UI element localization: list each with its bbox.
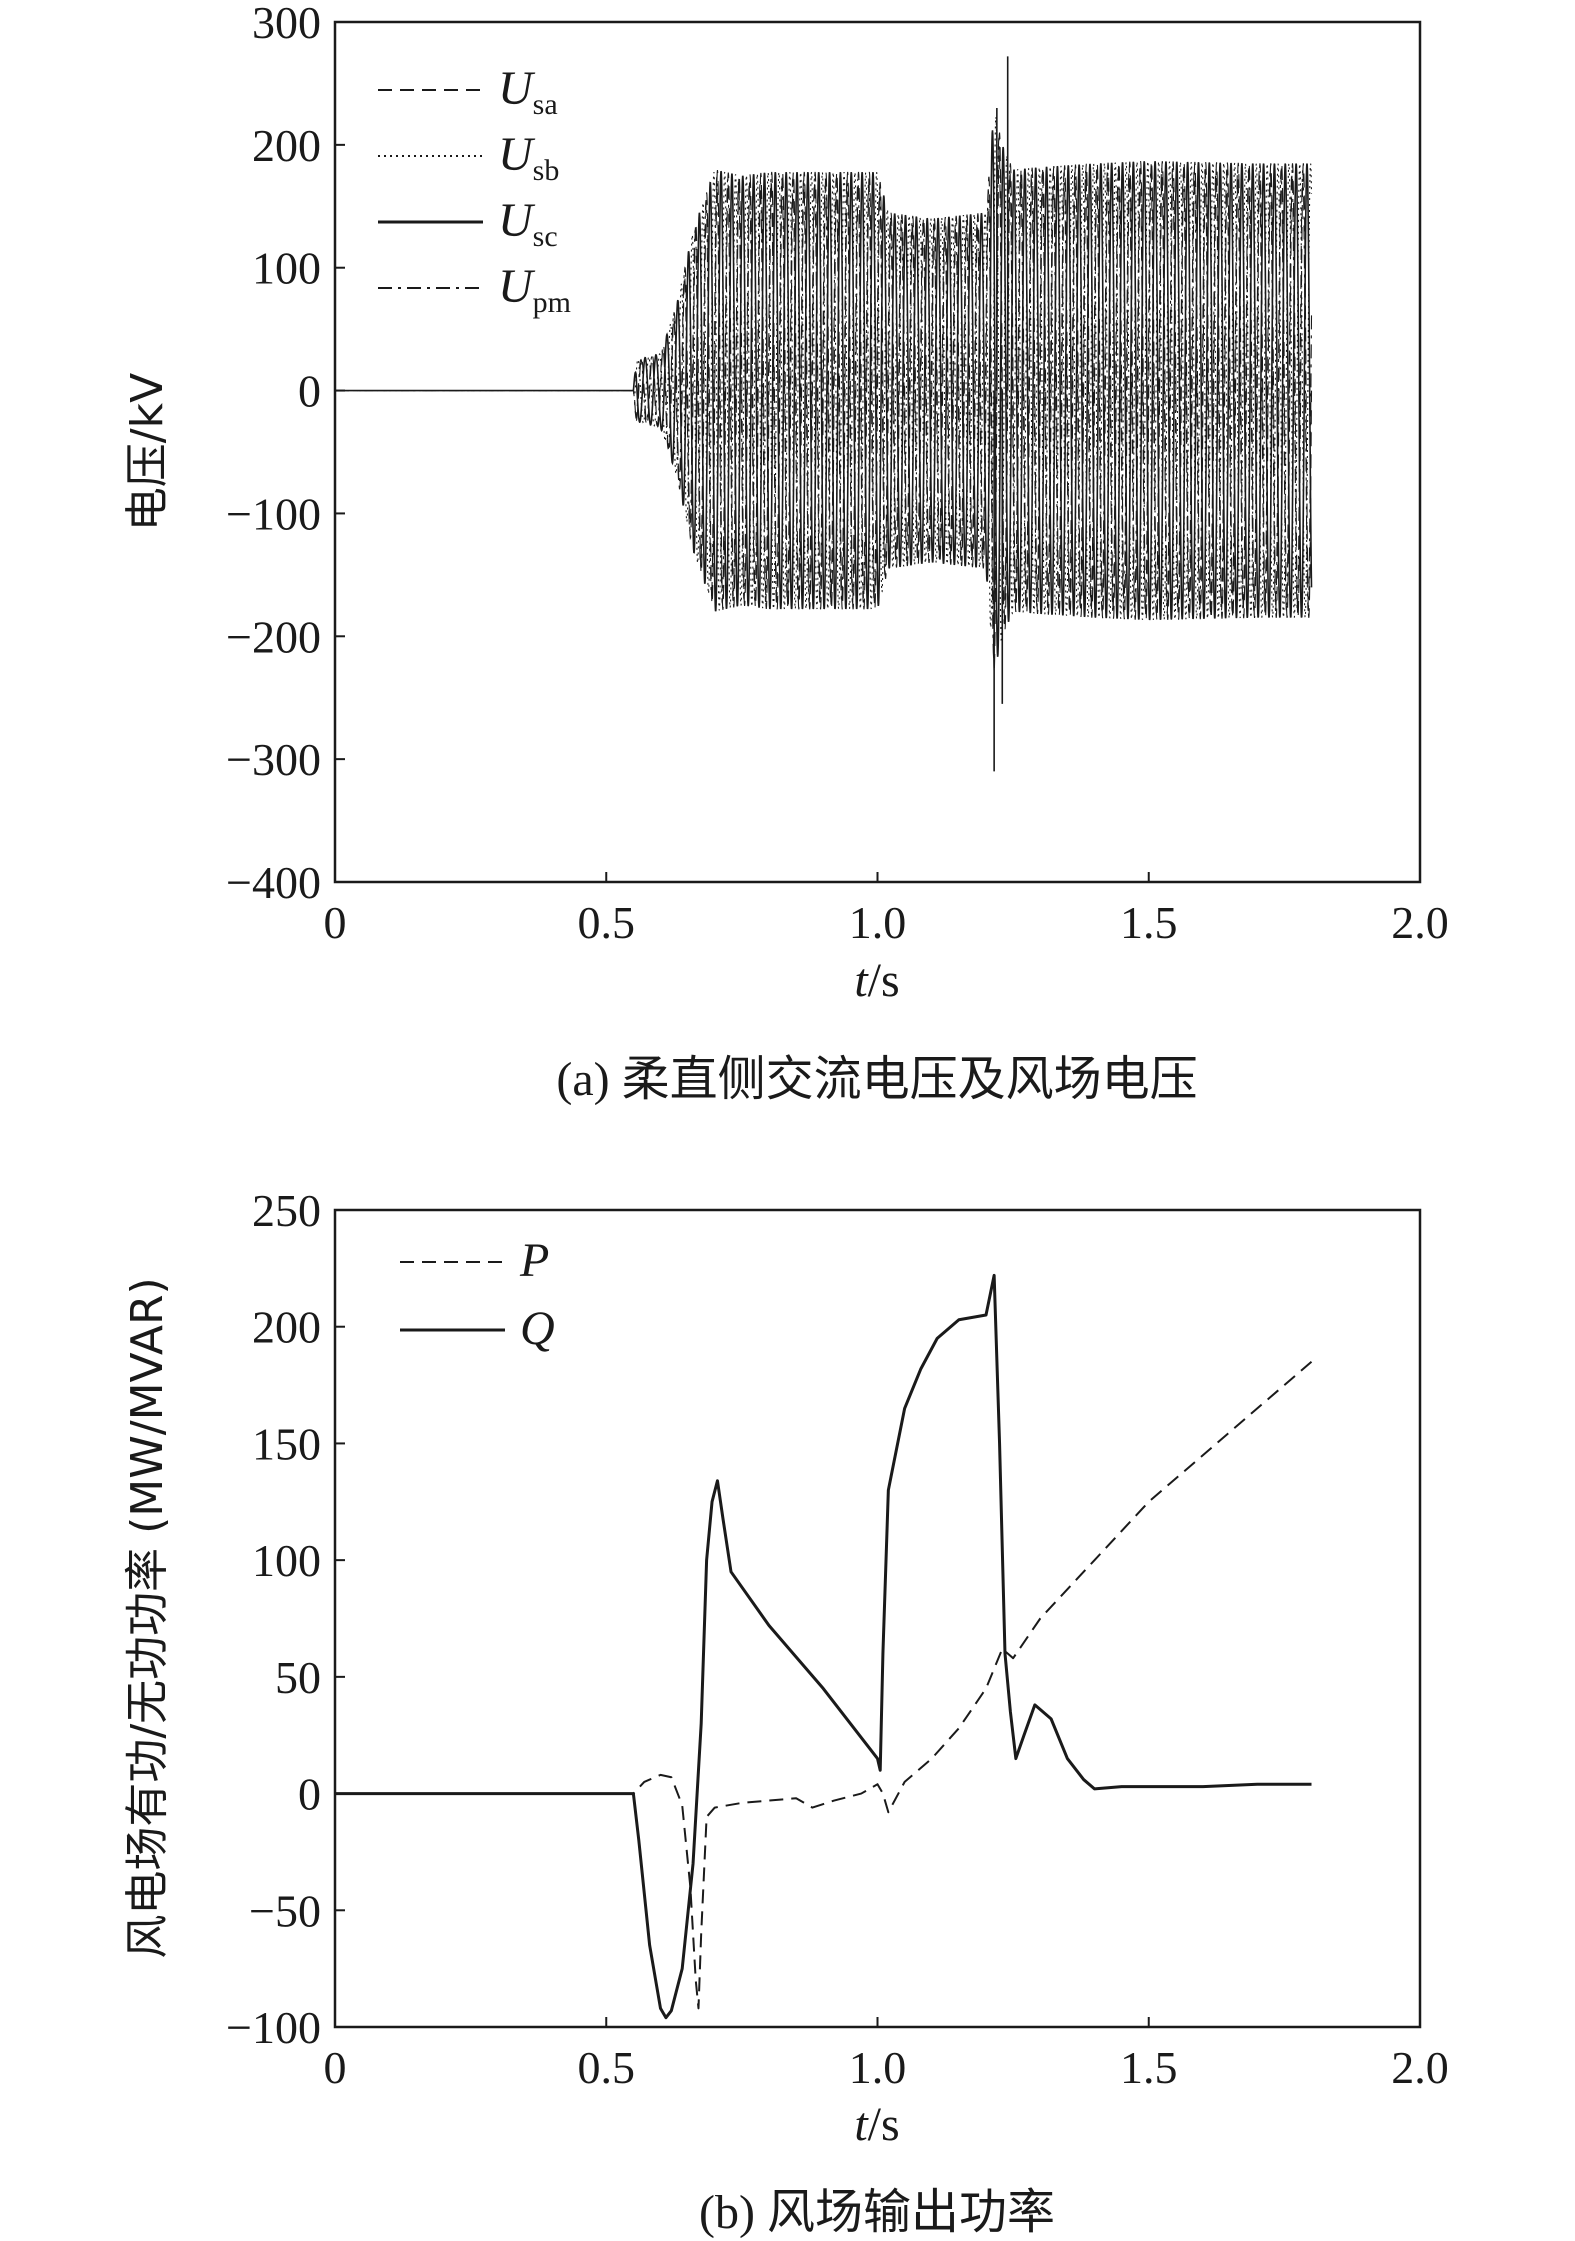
- y-tick-label: 200: [252, 1302, 321, 1353]
- y-tick-label: 50: [275, 1652, 321, 1703]
- y-tick-label: 100: [252, 243, 321, 294]
- y-tick-label: 250: [252, 1185, 321, 1236]
- y-tick-label: −100: [226, 488, 321, 539]
- y-tick-label: −400: [226, 857, 321, 908]
- y-tick-label: 0: [298, 1769, 321, 1820]
- x-tick-label: 1.0: [849, 2042, 907, 2093]
- legend-label: Q: [520, 1302, 555, 1355]
- series-Upm: [335, 136, 1313, 658]
- legend-label: P: [519, 1234, 549, 1287]
- legend-b: PQ: [400, 1234, 555, 1355]
- y-tick-label: −200: [226, 611, 321, 662]
- x-tick-label: 1.0: [849, 897, 907, 948]
- y-axis-label-b: 风电场有功/无功功率 (MW/MVAR): [122, 1277, 173, 1958]
- legend-label: Upm: [498, 260, 571, 319]
- y-axis-b: 250 200 150 100 50 0 −50 −100: [226, 1185, 345, 2053]
- y-tick-label: −300: [226, 734, 321, 785]
- legend-label: Usb: [498, 128, 559, 187]
- x-tick-label: 2.0: [1391, 897, 1449, 948]
- series-Q: [335, 1273, 1312, 2020]
- x-axis-a: 0 0.5 1.0 1.5 2.0: [324, 872, 1449, 948]
- y-tick-label: 150: [252, 1418, 321, 1469]
- series-P: [335, 1360, 1313, 2010]
- y-tick-label: 100: [252, 1535, 321, 1586]
- x-tick-label: 0.5: [578, 897, 636, 948]
- x-tick-label: 2.0: [1391, 2042, 1449, 2093]
- legend-a: Usa Usb Usc Upm: [378, 62, 571, 319]
- x-axis-label-a: t/s: [854, 954, 899, 1007]
- legend-label: Usa: [498, 62, 558, 121]
- chart-voltage: 300 200 100 0 −100 −200 −300 −400 0 0.5 1.0 1.5 2.0…: [122, 0, 1449, 1106]
- y-axis-label-a: 电压/kV: [122, 373, 173, 531]
- x-tick-label: 0.5: [578, 2042, 636, 2093]
- x-tick-label: 0: [324, 897, 347, 948]
- y-tick-label: 200: [252, 120, 321, 171]
- x-axis-label-b: t/s: [854, 2098, 899, 2151]
- power-lines: [335, 1273, 1313, 2020]
- caption-b: (b) 风场输出功率: [699, 2186, 1055, 2239]
- series-Usc: [335, 130, 1313, 657]
- x-tick-label: 0: [324, 2042, 347, 2093]
- y-tick-label: −100: [226, 2002, 321, 2053]
- y-axis-a: 300 200 100 0 −100 −200 −300 −400: [226, 0, 345, 908]
- y-tick-label: 300: [252, 0, 321, 48]
- plot-frame-b: [333, 1208, 1422, 2029]
- x-axis-b: 0 0.5 1.0 1.5 2.0: [324, 2017, 1449, 2093]
- x-tick-label: 1.5: [1120, 897, 1178, 948]
- caption-a: (a) 柔直侧交流电压及风场电压: [556, 1053, 1197, 1106]
- x-tick-label: 1.5: [1120, 2042, 1178, 2093]
- y-tick-label: −50: [249, 1885, 321, 1936]
- y-tick-label: 0: [298, 366, 321, 417]
- voltage-waveforms: [335, 56, 1313, 772]
- legend-label: Usc: [498, 194, 558, 253]
